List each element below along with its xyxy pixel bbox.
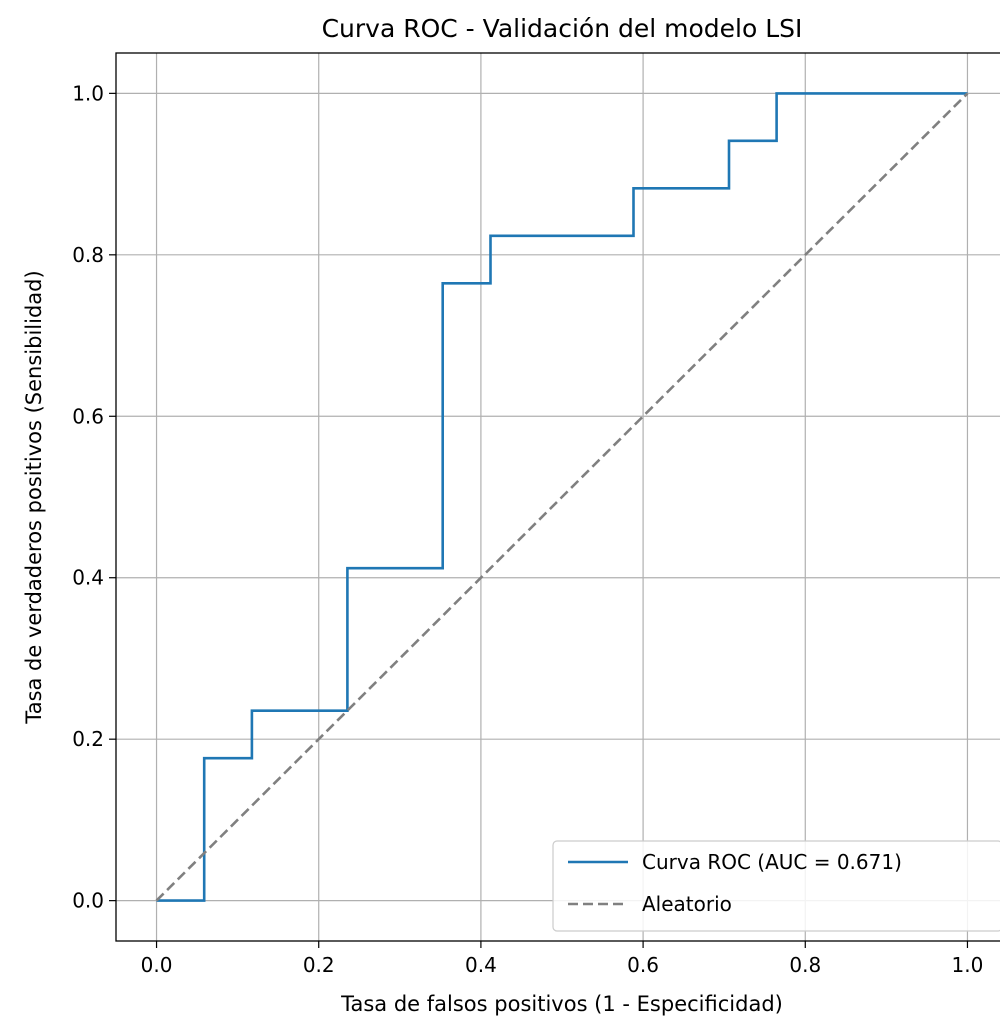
grid-lines (116, 53, 1000, 941)
series-group (155, 92, 969, 902)
chart-title: Curva ROC - Validación del modelo LSI (322, 14, 803, 43)
y-tick-label: 0.0 (72, 889, 104, 913)
x-tick-label: 1.0 (952, 953, 984, 977)
axis-ticks: 0.0 0.2 0.4 0.6 0.8 1.0 0.0 0.2 0.4 0.6 0.8 1.0 (72, 81, 983, 977)
legend: Curva ROC (AUC = 0.671) Aleatorio (552, 840, 1000, 932)
random-diagonal-line (155, 92, 969, 902)
x-tick-label: 0.4 (465, 953, 497, 977)
y-tick-label: 1.0 (72, 81, 104, 105)
y-tick-label: 0.6 (72, 404, 104, 428)
y-tick-label: 0.2 (72, 727, 104, 751)
x-tick-label: 0.0 (141, 953, 173, 977)
x-axis-label: Tasa de falsos positivos (1 - Especifici… (340, 992, 783, 1016)
x-tick-label: 0.8 (789, 953, 821, 977)
x-tick-label: 0.2 (303, 953, 335, 977)
y-tick-label: 0.4 (72, 566, 104, 590)
legend-box (552, 840, 1000, 932)
x-tick-label: 0.6 (627, 953, 659, 977)
plot-frame (115, 52, 1000, 942)
y-tick-label: 0.8 (72, 243, 104, 267)
y-axis-label: Tasa de verdaderos positivos (Sensibilid… (22, 270, 46, 724)
roc-curve-line (156, 92, 968, 902)
legend-label-random: Aleatorio (642, 892, 732, 916)
legend-label-roc: Curva ROC (AUC = 0.671) (642, 850, 902, 874)
